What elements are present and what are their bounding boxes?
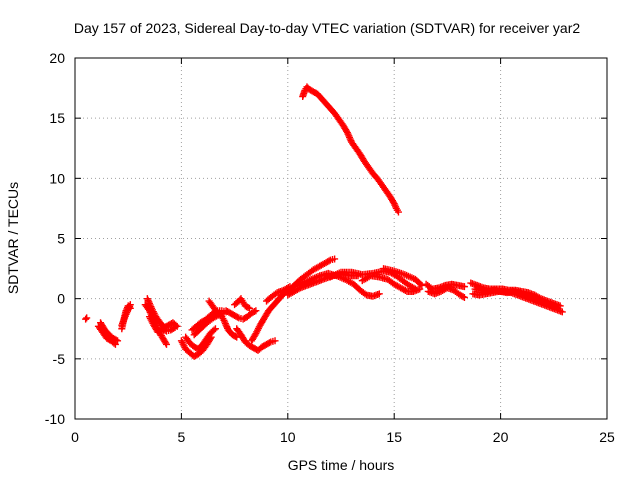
data-point [418, 281, 426, 289]
data-point [325, 257, 333, 265]
data-point [143, 295, 151, 303]
data-point [125, 304, 133, 312]
data-point [375, 290, 383, 298]
x-tick-label: 25 [599, 429, 615, 445]
data-point [222, 321, 230, 329]
data-point [211, 325, 219, 333]
data-point [233, 313, 241, 321]
data-point [245, 304, 253, 312]
x-tick-label: 10 [280, 429, 296, 445]
data-point [343, 127, 351, 135]
data-point [390, 200, 398, 208]
data-point [126, 302, 134, 310]
data-point [210, 326, 218, 334]
y-tick-label: 20 [49, 50, 65, 66]
data-point [233, 333, 241, 341]
data-point [220, 316, 228, 324]
data-point [146, 301, 154, 309]
data-point [346, 133, 354, 141]
data-point [346, 135, 354, 143]
data-point [265, 339, 273, 347]
x-tick-label: 5 [178, 429, 186, 445]
data-point [144, 296, 152, 304]
data-point [124, 305, 132, 313]
data-point [271, 337, 279, 345]
data-point [123, 307, 131, 315]
x-tick-label: 0 [71, 429, 79, 445]
data-point [231, 332, 239, 340]
data-point [223, 323, 231, 331]
data-point [416, 285, 424, 293]
data-point [244, 303, 252, 311]
axis-tick-labels: 0 5 10 15 20 25 -10 -5 0 5 10 15 20 [45, 50, 615, 445]
data-point [145, 299, 153, 307]
data-point [554, 304, 562, 312]
data-point [459, 293, 467, 301]
data-point [361, 290, 369, 298]
data-point [250, 308, 258, 316]
data-point [112, 336, 120, 344]
data-point [252, 307, 260, 315]
y-tick-label: 15 [49, 110, 65, 126]
data-point [170, 324, 178, 332]
data-point [389, 198, 397, 206]
data-point [558, 308, 566, 316]
data-series [82, 83, 566, 360]
data-point [460, 293, 468, 301]
data-point [552, 303, 560, 311]
y-tick-label: 0 [57, 291, 65, 307]
data-point [171, 324, 179, 332]
data-point [345, 132, 353, 140]
data-point [460, 283, 468, 291]
data-point [114, 337, 122, 345]
data-point [111, 340, 119, 348]
data-point [331, 255, 339, 263]
data-point [221, 320, 229, 328]
data-point [394, 208, 402, 216]
data-point [343, 129, 351, 137]
y-axis-label: SDTVAR / TECUs [5, 182, 21, 294]
data-point [147, 303, 155, 311]
data-point [533, 296, 541, 304]
data-point [221, 318, 229, 326]
x-tick-label: 20 [493, 429, 509, 445]
y-tick-label: 5 [57, 231, 65, 247]
grid-lines [75, 58, 607, 419]
data-point [344, 130, 352, 138]
data-point [83, 314, 91, 322]
data-point [122, 310, 130, 318]
axis-ticks [74, 57, 608, 420]
data-point [162, 339, 170, 347]
y-tick-label: -10 [45, 411, 65, 427]
data-point [145, 298, 153, 306]
data-point [126, 301, 134, 309]
y-tick-label: -5 [53, 351, 66, 367]
data-point [401, 287, 409, 295]
x-tick-label: 15 [386, 429, 402, 445]
data-point [163, 340, 171, 348]
data-point [123, 309, 131, 317]
data-point [82, 315, 90, 323]
x-axis-label: GPS time / hours [288, 457, 395, 473]
data-point [391, 201, 399, 209]
chart-title: Day 157 of 2023, Sidereal Day-to-day VTE… [74, 20, 580, 36]
y-tick-label: 10 [49, 170, 65, 186]
